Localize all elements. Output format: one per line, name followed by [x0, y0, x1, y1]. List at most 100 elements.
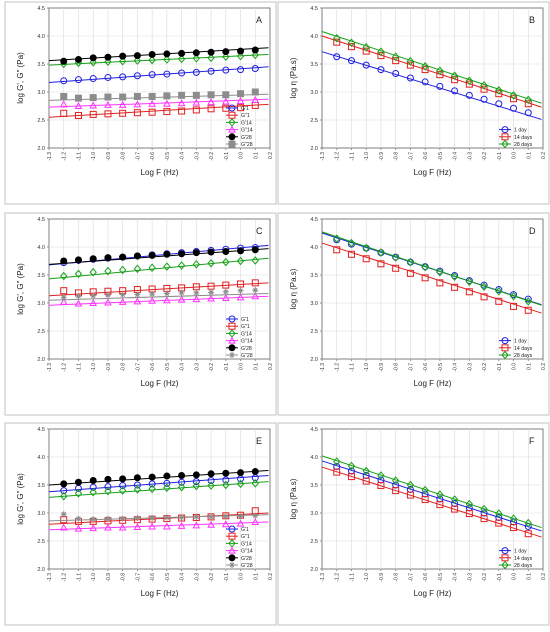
data-point [74, 524, 83, 532]
data-point [377, 66, 385, 74]
data-point [192, 283, 200, 291]
legend-marker [228, 315, 236, 323]
data-point [74, 56, 82, 64]
x-tick-label: -0.6 [150, 363, 156, 372]
x-tick-label: 0.2 [268, 363, 274, 370]
data-point [119, 482, 127, 490]
data-point [163, 108, 171, 116]
data-point [392, 57, 400, 65]
data-point [60, 271, 68, 281]
x-tick-label: -0.5 [438, 573, 444, 582]
data-point [451, 76, 459, 84]
data-point [192, 260, 200, 269]
data-point [177, 482, 186, 492]
data-point [221, 520, 230, 528]
data-point [495, 86, 503, 95]
legend-marker [228, 133, 236, 141]
data-point [208, 289, 215, 296]
data-point [480, 282, 488, 292]
data-point [119, 265, 127, 275]
data-point [509, 514, 518, 523]
x-tick-label: -0.6 [150, 152, 156, 161]
legend-marker [501, 547, 509, 555]
x-tick-label: -1.2 [62, 152, 68, 161]
data-point [377, 52, 385, 60]
data-point [450, 272, 459, 281]
series-e-2 [48, 479, 269, 501]
data-point [192, 54, 200, 63]
legend-marker [228, 525, 236, 533]
y-tick-label: 3.5 [37, 483, 45, 489]
data-point [193, 513, 200, 520]
fit-line [48, 469, 269, 486]
x-tick-label: -0.1 [224, 363, 230, 372]
data-point [60, 109, 68, 117]
data-point [104, 266, 112, 276]
data-point [347, 38, 356, 47]
data-point [251, 256, 259, 265]
data-point [133, 100, 142, 108]
data-point [524, 306, 532, 314]
data-point [509, 91, 518, 100]
data-point [222, 476, 230, 484]
data-point [207, 481, 215, 490]
data-point [347, 57, 355, 65]
fit-line [48, 282, 269, 297]
y-axis-title: log G', G" (Pa) [16, 52, 25, 104]
series-a-5 [48, 88, 269, 102]
data-point [74, 112, 82, 120]
y-tick-label: 4.0 [310, 34, 318, 40]
fit-line [321, 31, 542, 104]
data-point [421, 61, 429, 71]
x-tick-label: -0.9 [106, 573, 112, 582]
data-point [193, 289, 200, 296]
series-e-3 [48, 517, 269, 532]
panel-letter: B [529, 15, 535, 25]
series-a-0 [48, 64, 269, 85]
x-tick-label: 0.0 [239, 152, 245, 159]
data-point [148, 263, 156, 272]
data-point [119, 56, 127, 66]
data-point [163, 522, 171, 530]
data-point [421, 496, 429, 504]
x-axis-title: Log F (Hz) [414, 379, 452, 388]
data-point [451, 505, 459, 513]
y-tick-label: 2.0 [37, 567, 45, 573]
x-tick-label: -0.2 [209, 573, 215, 582]
series-a-1 [48, 101, 269, 120]
y-tick-label: 2.5 [310, 329, 318, 335]
data-point [60, 491, 68, 501]
legend-label: G"14 [241, 549, 253, 555]
data-point [222, 247, 230, 255]
data-point [74, 269, 83, 279]
y-tick-label: 2.0 [310, 567, 318, 573]
x-tick-label: -1.1 [76, 363, 82, 372]
data-point [177, 295, 186, 303]
data-point [119, 73, 127, 81]
y-axis-title: log η (Pa.s) [289, 57, 298, 98]
fit-line [48, 257, 269, 280]
data-point [192, 478, 200, 486]
data-point [451, 283, 459, 291]
x-tick-label: -1.0 [91, 573, 97, 582]
y-tick-label: 3.0 [37, 301, 45, 307]
data-point [118, 100, 127, 108]
x-tick-label: -0.7 [135, 573, 141, 582]
y-tick-label: 2.0 [37, 146, 45, 152]
y-tick-label: 2.0 [310, 357, 318, 363]
data-point [133, 52, 141, 60]
data-point [133, 72, 141, 80]
x-tick-label: -0.9 [379, 152, 385, 161]
x-tick-label: -0.7 [408, 573, 414, 582]
data-point [60, 257, 68, 265]
panel-f: -1.3 -1.2 -1.1 -1.0 -0.9 -0.8 -0.7 -0.6 -0.5 -0.4… [277, 422, 550, 626]
y-tick-label: 2.5 [310, 118, 318, 124]
y-axis-title: log η (Pa.s) [289, 268, 298, 309]
legend-label: G'14 [241, 331, 252, 337]
series-e-4 [48, 468, 269, 488]
data-point [421, 485, 429, 495]
data-point [104, 298, 112, 306]
data-point [148, 251, 156, 259]
data-point [222, 91, 230, 99]
x-axis-title: Log F (Hz) [141, 589, 179, 598]
